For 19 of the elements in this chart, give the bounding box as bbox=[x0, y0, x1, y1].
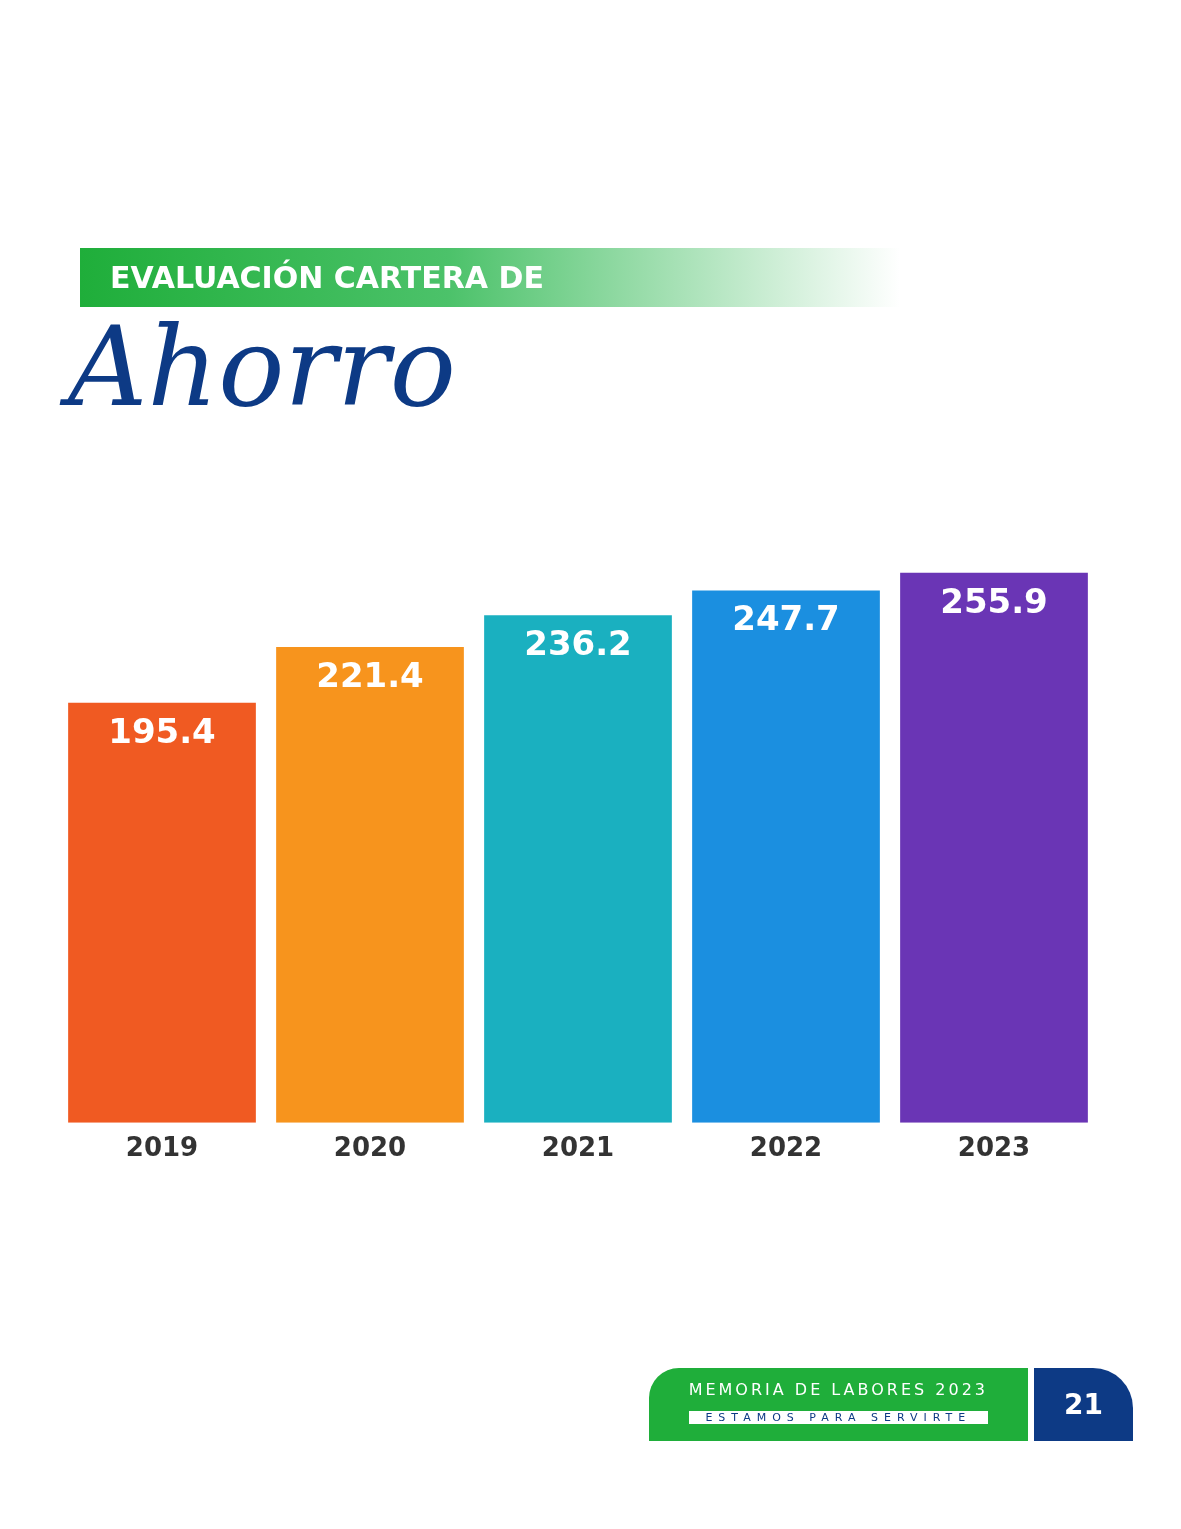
x-tick-label: 2023 bbox=[957, 1132, 1031, 1163]
data-label: 195.4 bbox=[108, 710, 216, 751]
data-label: 247.7 bbox=[732, 598, 840, 639]
x-tick-label: 2019 bbox=[125, 1132, 199, 1163]
bar bbox=[276, 646, 464, 1123]
data-label: 236.2 bbox=[524, 622, 632, 663]
x-tick-label: 2021 bbox=[541, 1132, 615, 1163]
text: 21 bbox=[1034, 1368, 1133, 1441]
bar bbox=[692, 590, 880, 1123]
x-tick-label: 2020 bbox=[333, 1132, 407, 1163]
text: ESTAMOS PARA SERVIRTE bbox=[688, 1411, 989, 1424]
chart-title: EVALUACIÓN CARTERA DE bbox=[110, 260, 544, 295]
x-tick-label: 2022 bbox=[749, 1132, 823, 1163]
data-label: 255.9 bbox=[940, 580, 1048, 621]
bar bbox=[484, 615, 672, 1123]
data-label: 221.4 bbox=[316, 654, 424, 695]
bar bbox=[68, 702, 256, 1123]
bar bbox=[900, 572, 1088, 1123]
text: MEMORIA DE LABORES 2023 bbox=[688, 1380, 989, 1399]
